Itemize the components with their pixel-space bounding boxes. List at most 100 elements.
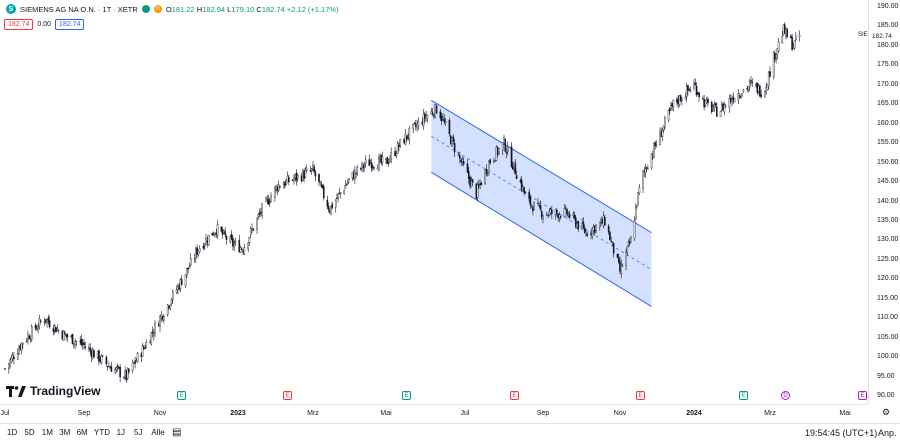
symbol-title[interactable]: SIEMENS AG NA O.N. · 1T · XETR <box>20 4 138 14</box>
candle-body <box>767 72 770 87</box>
sell-price-box[interactable]: 182.74 <box>4 19 34 30</box>
channel-upper-line <box>431 99 652 234</box>
candle-body <box>564 207 567 209</box>
candle-body <box>698 92 700 98</box>
watermark-text: TradingView <box>30 384 101 398</box>
candle-body <box>667 110 670 121</box>
buy-price-box[interactable]: 182.74 <box>55 19 85 30</box>
price-axis[interactable]: 190.00 185.00 180.00 175.00 170.00 165.00 160.… <box>868 0 900 404</box>
candle-body <box>679 95 682 102</box>
time-axis[interactable]: Jul Sep Nov 2023 Mrz Mai Jul Sep Nov 2024 Mrz Mai <box>0 404 868 423</box>
candle-body <box>551 209 553 214</box>
candle-body <box>322 186 325 199</box>
earnings-event-icon[interactable]: E <box>858 391 867 400</box>
candle-body <box>505 152 508 154</box>
candle-body <box>566 209 568 215</box>
candle-body <box>681 99 683 101</box>
candle-body <box>498 148 500 154</box>
candle-body <box>662 125 665 131</box>
candle-body <box>44 319 47 323</box>
candle-body <box>611 241 614 243</box>
earnings-event-icon[interactable]: E <box>177 391 186 400</box>
candle-body <box>39 320 42 322</box>
candle-body <box>595 224 597 231</box>
candle-body <box>220 226 223 232</box>
timeframe-button-3m[interactable]: 3M <box>59 428 71 437</box>
candle-body <box>166 304 169 315</box>
candle-body <box>314 171 317 177</box>
candle-body <box>772 52 775 78</box>
delayed-badge[interactable]: D <box>153 5 162 13</box>
candle-body <box>600 219 602 223</box>
timeframe-button-alle[interactable]: Alle <box>151 428 165 437</box>
timeframe-button-5d[interactable]: 5D <box>24 428 35 437</box>
candle-body <box>195 248 197 259</box>
candle-body <box>343 190 345 194</box>
chart-area[interactable]: S SIEMENS AG NA O.N. · 1T · XETR D O181.… <box>0 0 868 404</box>
candle-body <box>737 93 740 101</box>
candle-body <box>714 103 717 106</box>
candle-body <box>313 166 315 172</box>
candle-body <box>783 24 786 34</box>
candle-body <box>644 168 647 173</box>
candle-body <box>612 242 615 254</box>
candle-body <box>61 330 64 340</box>
candle-body <box>493 159 495 162</box>
earnings-event-icon[interactable]: E <box>739 391 748 400</box>
earnings-event-icon[interactable]: E <box>283 391 292 400</box>
candle-body <box>443 119 446 123</box>
candle-body <box>149 341 151 344</box>
candle-body <box>515 175 518 180</box>
timeframe-button-5j[interactable]: 5J <box>134 428 143 437</box>
candle-body <box>740 96 742 99</box>
clock-timezone[interactable]: 19:54:45 (UTC+1) <box>805 428 878 438</box>
earnings-event-icon[interactable]: E <box>636 391 645 400</box>
candle-body <box>81 343 84 345</box>
timeframe-button-1j[interactable]: 1J <box>116 428 126 437</box>
candle-body <box>704 100 707 106</box>
candle-body <box>636 204 638 207</box>
candle-body <box>430 111 433 115</box>
candle-body <box>189 258 192 266</box>
candle-body <box>90 350 93 358</box>
candle-body <box>766 84 769 90</box>
price-tick-label: 140.00 <box>877 197 899 205</box>
candle-body <box>467 171 470 179</box>
candle-body <box>126 368 129 379</box>
timeframe-button-1m[interactable]: 1M <box>41 428 53 437</box>
candle-body <box>277 184 280 191</box>
candle-body <box>19 345 22 350</box>
candle-body <box>65 333 67 337</box>
candle-body <box>625 251 627 266</box>
settings-gear-icon[interactable]: ⚙ <box>882 407 891 417</box>
candle-body <box>480 182 483 186</box>
candle-body <box>484 169 486 184</box>
candle-body <box>733 98 736 103</box>
timeframe-button-ytd[interactable]: YTD <box>94 428 110 437</box>
candle-body <box>721 104 723 111</box>
earnings-event-icon[interactable]: E <box>402 391 411 400</box>
candle-body <box>599 222 601 228</box>
candle-body <box>187 267 189 270</box>
candle-body <box>135 360 138 362</box>
candle-body <box>630 237 632 243</box>
candle-body <box>241 248 243 250</box>
candle-body <box>170 300 173 304</box>
candle-body <box>520 179 523 190</box>
candle-body <box>140 353 143 358</box>
price-chart[interactable] <box>0 0 868 404</box>
timeframe-button-1d[interactable]: 1D <box>7 428 18 437</box>
candle-body <box>385 158 387 160</box>
earnings-event-icon[interactable]: E <box>510 391 519 400</box>
adjust-button[interactable]: Anp. <box>878 428 897 438</box>
dividend-event-icon[interactable]: D <box>781 391 790 400</box>
candle-body <box>539 204 542 210</box>
calendar-range-icon[interactable]: ▤ <box>172 427 182 438</box>
candle-body <box>93 350 95 358</box>
timeframe-button-6m[interactable]: 6M <box>76 428 88 437</box>
candle-body <box>621 265 624 267</box>
candle-body <box>688 88 690 91</box>
candle-body <box>302 170 304 181</box>
candle-body <box>495 147 498 161</box>
candle-body <box>348 178 350 181</box>
